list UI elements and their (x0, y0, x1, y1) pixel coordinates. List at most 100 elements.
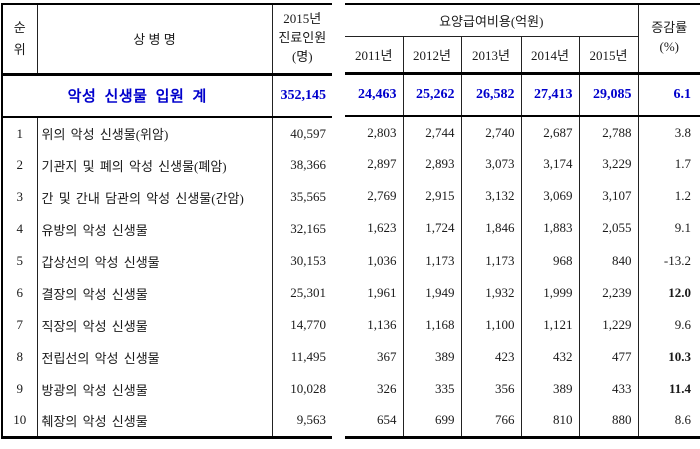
cost-2012-cell: 1,949 (402, 276, 462, 309)
change-cell: 3.8 (637, 116, 700, 149)
patients-cell: 10,028 (271, 373, 332, 405)
col-header-2012: 2012년 (402, 36, 462, 75)
total-change-cell: 6.1 (637, 73, 700, 118)
rank-cell: 5 (1, 245, 38, 277)
table-row: 1,623 1,724 1,846 1,883 2,055 9.1 (345, 212, 700, 245)
cost-2013-cell: 1,846 (460, 212, 522, 245)
table-row: 367 389 423 432 477 10.3 (345, 340, 700, 373)
cost-2012-cell: 1,168 (402, 308, 462, 341)
total-row-right: 24,463 25,262 26,582 27,413 29,085 6.1 (345, 73, 700, 118)
total-cost-2012-cell: 25,262 (402, 73, 462, 118)
patients-cell: 38,366 (271, 149, 332, 181)
table-row: 6 결장의 악성 신생물 25,301 (1, 277, 332, 309)
cost-2013-cell: 3,073 (460, 148, 522, 181)
cost-2011-cell: 654 (345, 404, 404, 437)
disease-cell: 기관지 및 폐의 악성 신생물(폐암) (36, 149, 273, 181)
cost-2012-cell: 389 (402, 340, 462, 373)
header-row-left: 순위 상 병 명 2015년 진료인원 (명) (1, 4, 332, 76)
change-cell: 11.4 (637, 372, 700, 405)
col-header-2015: 2015년 (578, 36, 639, 75)
cost-2013-cell: 1,100 (460, 308, 522, 341)
rank-cell: 1 (1, 117, 38, 149)
table-row: 1,036 1,173 1,173 968 840 -13.2 (345, 244, 700, 277)
cost-2011-cell: 2,897 (345, 148, 404, 181)
table-row: 10 췌장의 악성 신생물 9,563 (1, 405, 332, 437)
rank-cell: 2 (1, 149, 38, 181)
cost-2012-cell: 1,173 (402, 244, 462, 277)
rank-cell: 10 (1, 405, 38, 437)
total-patients-cell: 352,145 (271, 74, 332, 118)
cost-2011-cell: 2,769 (345, 180, 404, 213)
table-row: 1,136 1,168 1,100 1,121 1,229 9.6 (345, 308, 700, 341)
cost-2012-cell: 699 (402, 404, 462, 437)
table-row: 4 유방의 악성 신생물 32,165 (1, 213, 332, 245)
cost-2015-cell: 2,239 (578, 276, 639, 309)
cost-2015-cell: 3,107 (578, 180, 639, 213)
disease-cell: 췌장의 악성 신생물 (36, 405, 273, 437)
total-row-left: 악성 신생물 입원 계 352,145 (1, 74, 332, 118)
cost-2015-cell: 1,229 (578, 308, 639, 341)
cost-2015-cell: 880 (578, 404, 639, 437)
cost-2014-cell: 389 (520, 372, 580, 405)
cost-2013-cell: 766 (460, 404, 522, 437)
table-row: 2,769 2,915 3,132 3,069 3,107 1.2 (345, 180, 700, 213)
rank-cell: 4 (1, 213, 38, 245)
patients-cell: 11,495 (271, 341, 332, 373)
patients-cell: 32,165 (271, 213, 332, 245)
col-header-2013: 2013년 (460, 36, 522, 75)
total-cost-2014-cell: 27,413 (520, 73, 580, 118)
cost-2014-cell: 3,174 (520, 148, 580, 181)
cost-2014-cell: 1,883 (520, 212, 580, 245)
rank-cell: 8 (1, 341, 38, 373)
patients-cell: 40,597 (271, 117, 332, 149)
cost-2014-cell: 3,069 (520, 180, 580, 213)
cost-2012-cell: 2,893 (402, 148, 462, 181)
table-row: 654 699 766 810 880 8.6 (345, 404, 700, 437)
cost-2013-cell: 423 (460, 340, 522, 373)
change-cell: 10.3 (637, 340, 700, 373)
col-header-patients-2015: 2015년 진료인원 (명) (271, 4, 332, 76)
table-row: 2,803 2,744 2,740 2,687 2,788 3.8 (345, 116, 700, 149)
disease-cell: 갑상선의 악성 신생물 (36, 245, 273, 277)
cost-2013-cell: 3,132 (460, 180, 522, 213)
patients-cell: 14,770 (271, 309, 332, 341)
cost-2013-cell: 356 (460, 372, 522, 405)
disease-cell: 간 및 간내 담관의 악성 신생물(간암) (36, 181, 273, 213)
col-header-disease: 상 병 명 (36, 4, 273, 76)
cost-2011-cell: 367 (345, 340, 404, 373)
left-table: 순위 상 병 명 2015년 진료인원 (명) 악성 신생물 입원 계 352,… (1, 3, 332, 439)
cost-2014-cell: 968 (520, 244, 580, 277)
disease-cell: 전립선의 악성 신생물 (36, 341, 273, 373)
cost-2015-cell: 2,055 (578, 212, 639, 245)
col-header-rank: 순위 (1, 4, 38, 76)
cost-2012-cell: 2,915 (402, 180, 462, 213)
table-row: 9 방광의 악성 신생물 10,028 (1, 373, 332, 405)
cost-2013-cell: 2,740 (460, 116, 522, 149)
table-row: 1,961 1,949 1,932 1,999 2,239 12.0 (345, 276, 700, 309)
cost-2011-cell: 1,623 (345, 212, 404, 245)
total-cost-2011-cell: 24,463 (345, 73, 404, 118)
cost-2013-cell: 1,932 (460, 276, 522, 309)
cost-2014-cell: 432 (520, 340, 580, 373)
total-label: 악성 신생물 입원 계 (1, 74, 273, 118)
cost-2011-cell: 1,036 (345, 244, 404, 277)
rank-cell: 6 (1, 277, 38, 309)
col-header-2014: 2014년 (520, 36, 580, 75)
table-wrap: 순위 상 병 명 2015년 진료인원 (명) 악성 신생물 입원 계 352,… (1, 3, 700, 439)
cost-2014-cell: 1,999 (520, 276, 580, 309)
rank-cell: 3 (1, 181, 38, 213)
cost-2014-cell: 1,121 (520, 308, 580, 341)
col-header-change-rate: 증감률 (%) (637, 4, 700, 75)
total-cost-2015-cell: 29,085 (578, 73, 639, 118)
header-row-cost-group: 요양급여비용(억원) 증감률 (%) (345, 4, 700, 75)
patients-cell: 30,153 (271, 245, 332, 277)
cost-2012-cell: 1,724 (402, 212, 462, 245)
disease-cell: 방광의 악성 신생물 (36, 373, 273, 405)
patients-cell: 25,301 (271, 277, 332, 309)
cost-2015-cell: 2,788 (578, 116, 639, 149)
cost-2014-cell: 810 (520, 404, 580, 437)
col-header-2011: 2011년 (345, 36, 404, 75)
cost-2011-cell: 1,136 (345, 308, 404, 341)
